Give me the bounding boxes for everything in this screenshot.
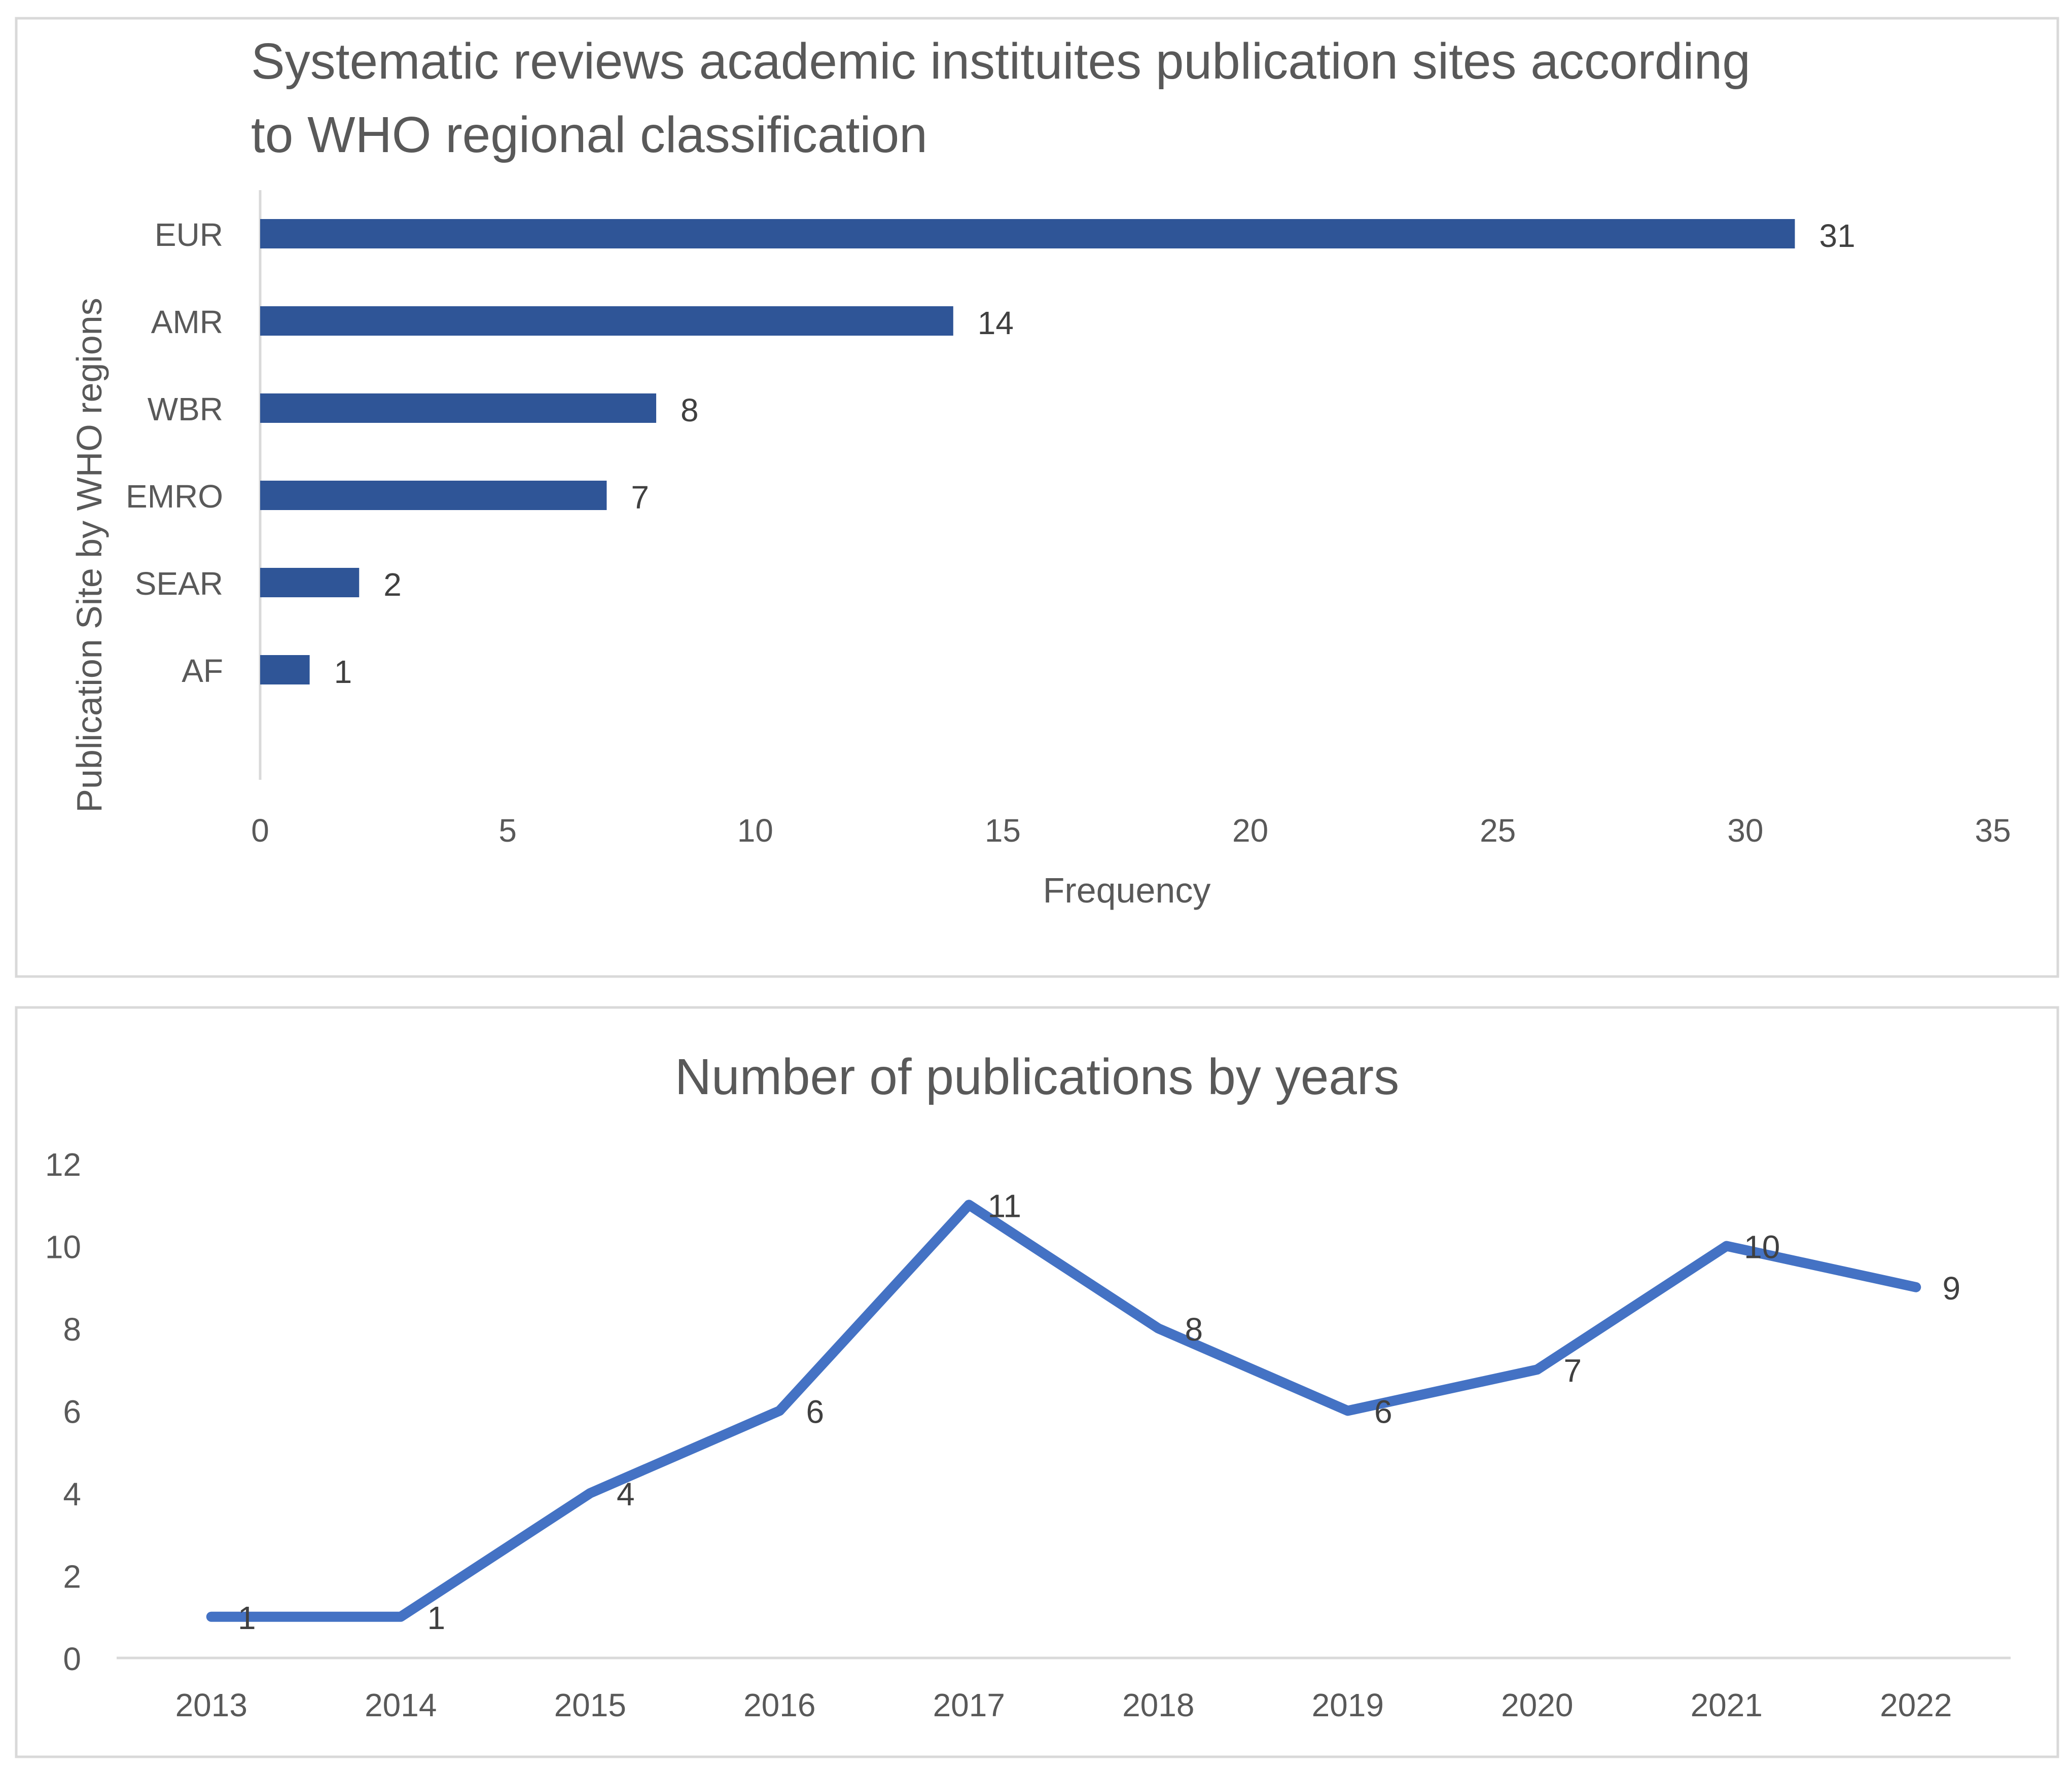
- line-x-tick-label: 2021: [1691, 1687, 1763, 1723]
- bar-category-label: AF: [182, 653, 223, 689]
- line-chart: Number of publications by years 0 2 4 6 8 10 1…: [15, 1006, 2059, 1758]
- bar-af: [260, 655, 310, 684]
- line-y-tick-labels: 0 2 4 6 8 10 12: [45, 1146, 81, 1677]
- line-x-tick-label: 2018: [1122, 1687, 1194, 1723]
- bar-data-label: 14: [978, 305, 1014, 341]
- bar-data-label: 2: [383, 566, 402, 603]
- bar-category-label: AMR: [151, 304, 223, 340]
- bar-x-tick-label: 30: [1727, 812, 1763, 849]
- line-chart-title: Number of publications by years: [675, 1049, 1399, 1105]
- bar-eur: [260, 219, 1795, 248]
- bar-wbr: [260, 393, 657, 423]
- line-x-tick-label: 2016: [743, 1687, 815, 1723]
- line-data-label: 8: [1185, 1311, 1203, 1348]
- bar-emro: [260, 481, 607, 510]
- line-data-label: 7: [1563, 1352, 1582, 1389]
- line-y-tick-label: 12: [45, 1146, 81, 1183]
- bar-x-tick-label: 10: [737, 812, 773, 849]
- bar-x-tick-label: 0: [251, 812, 269, 849]
- line-data-label: 4: [617, 1476, 635, 1512]
- line-x-tick-labels: 2013 2014 2015 2016 2017 2018 2019 2020 2021 2022: [175, 1687, 1952, 1723]
- line-data-label: 1: [238, 1600, 256, 1636]
- line-y-tick-label: 8: [63, 1311, 81, 1348]
- line-x-tick-label: 2017: [933, 1687, 1005, 1723]
- bar-sear: [260, 568, 360, 597]
- line-y-tick-label: 6: [63, 1394, 81, 1430]
- line-data-label: 10: [1744, 1229, 1780, 1266]
- series-line: [206, 1200, 1921, 1622]
- bar-amr: [260, 306, 953, 336]
- line-x-tick-label: 2013: [175, 1687, 247, 1723]
- bar-plot-area: EUR 31 AMR 14 WBR 8 EMRO 7 SEAR 2 AF 1: [126, 216, 1855, 690]
- line-x-tick-label: 2020: [1501, 1687, 1573, 1723]
- line-data-label: 1: [427, 1600, 445, 1636]
- bar-x-tick-label: 25: [1480, 812, 1516, 849]
- bar-category-label: SEAR: [135, 565, 223, 602]
- bar-data-label: 1: [334, 654, 352, 690]
- line-chart-frame: [15, 1006, 2059, 1758]
- line-x-tick-label: 2022: [1880, 1687, 1952, 1723]
- line-data-label: 6: [806, 1394, 824, 1430]
- bar-x-tick-label: 5: [498, 812, 517, 849]
- bar-data-label: 7: [631, 479, 649, 516]
- bar-x-tick-labels: 0 5 10 15 20 25 30 35: [251, 812, 2011, 849]
- bar-chart: Systematic reviews academic instituites …: [15, 17, 2059, 978]
- line-x-tick-label: 2014: [365, 1687, 437, 1723]
- bar-category-label: EMRO: [126, 478, 223, 515]
- line-x-tick-label: 2019: [1312, 1687, 1384, 1723]
- bar-x-tick-label: 20: [1232, 812, 1268, 849]
- bar-chart-title-line-2: to WHO regional classification: [251, 106, 927, 163]
- line-y-tick-label: 0: [63, 1641, 81, 1677]
- bar-chart-x-axis-title: Frequency: [1043, 871, 1211, 910]
- bar-x-tick-label: 35: [1975, 812, 2011, 849]
- line-y-tick-label: 4: [63, 1476, 81, 1512]
- bar-category-label: WBR: [148, 391, 223, 427]
- line-x-tick-label: 2015: [554, 1687, 626, 1723]
- line-y-tick-label: 10: [45, 1229, 81, 1266]
- bar-chart-y-axis-title: Publication Site by WHO regions: [69, 298, 109, 812]
- line-y-tick-label: 2: [63, 1559, 81, 1595]
- bar-x-tick-label: 15: [985, 812, 1021, 849]
- line-data-label: 9: [1942, 1270, 1960, 1307]
- line-data-label: 11: [988, 1187, 1021, 1224]
- bar-chart-title-line-1: Systematic reviews academic instituites …: [251, 33, 1751, 90]
- bar-data-label: 8: [681, 392, 699, 428]
- bar-category-label: EUR: [155, 216, 223, 253]
- line-data-label: 6: [1374, 1394, 1392, 1430]
- bar-data-label: 31: [1819, 218, 1855, 254]
